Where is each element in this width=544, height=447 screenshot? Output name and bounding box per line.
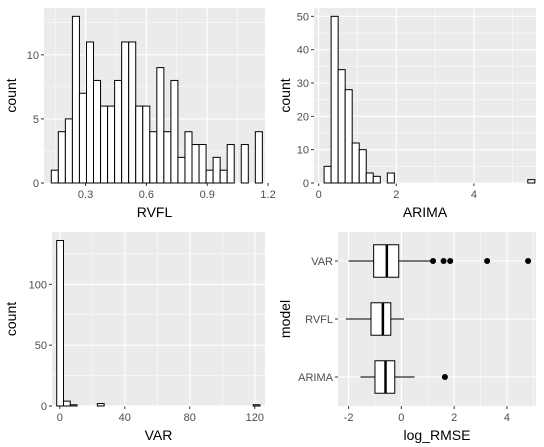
histogram-bar [254, 131, 263, 184]
histogram-bar [226, 144, 235, 184]
histogram-bar [121, 41, 130, 184]
y-tick-label: 5 [33, 114, 39, 126]
y-tick-label: VAR [311, 256, 333, 268]
outlier-point [441, 374, 448, 380]
histogram-bar [107, 105, 116, 184]
histogram-bar [337, 69, 346, 184]
x-axis-title: log_RMSE [404, 427, 471, 443]
y-tick-label: 50 [297, 11, 309, 23]
histogram-bar [323, 165, 332, 184]
x-axis-title: VAR [145, 427, 173, 443]
histogram-bar [56, 240, 64, 407]
x-tick-label: 0 [57, 412, 63, 424]
outlier-point [430, 258, 437, 264]
rvfl-histogram-panel: 0.3 0.6 0.9 1.2 RVFL count 0 5 10 [3, 8, 276, 220]
histogram-bar [114, 79, 123, 184]
histogram-bar [62, 400, 71, 407]
histogram-bar [156, 67, 165, 184]
histogram-bar [64, 118, 73, 184]
histogram-bar [372, 175, 381, 184]
histogram-bar [240, 144, 249, 184]
arima-histogram-panel: 0 2 4 ARIMA count 0 10 20 30 40 50 [277, 8, 536, 220]
x-tick-label: 80 [184, 412, 196, 424]
histogram-bar [365, 172, 374, 184]
x-tick-label: 2 [451, 412, 457, 424]
histogram-bar [330, 15, 339, 184]
histogram-bar [212, 156, 221, 184]
histogram-bar [527, 179, 536, 184]
var-histogram-panel: 0 40 80 120 VAR count 0 50 100 [3, 232, 265, 443]
y-tick-label: RVFL [305, 314, 333, 326]
y-tick-label: 0 [33, 178, 39, 190]
histogram-bar [219, 169, 228, 184]
y-axis-title: count [3, 302, 19, 336]
outlier-point [525, 258, 532, 264]
y-tick-label: 0 [303, 178, 309, 190]
y-tick-label: 100 [29, 279, 47, 291]
histogram-bar [205, 169, 214, 184]
histogram-bar [78, 92, 87, 184]
y-axis-title: model [277, 300, 293, 338]
histogram-bar [128, 41, 137, 184]
x-tick-label: 120 [246, 412, 264, 424]
y-tick-label: 40 [297, 45, 309, 57]
histogram-bar [198, 144, 207, 184]
histogram-bar [252, 404, 261, 407]
histogram-bar [149, 131, 158, 184]
histogram-bar [163, 131, 172, 184]
histogram-bar [96, 403, 105, 407]
histogram-bar [351, 142, 360, 184]
x-tick-label: -2 [344, 412, 354, 424]
y-tick-label: 10 [297, 145, 309, 157]
histogram-bar [358, 149, 367, 184]
histogram-bar [177, 156, 186, 184]
x-axis-title: RVFL [137, 204, 173, 220]
histogram-bar [191, 144, 200, 184]
histogram-bar [135, 105, 144, 184]
x-tick-label: 0.6 [139, 189, 154, 201]
log-rmse-boxplot-panel: -2 0 2 4 log_RMSE model VAR RVFL ARIMA [277, 232, 536, 443]
outlier-point [484, 258, 491, 264]
x-tick-label: 0.9 [200, 189, 215, 201]
outlier-point [447, 258, 454, 264]
histogram-bar [57, 131, 66, 184]
histogram-bar [170, 79, 179, 184]
x-tick-label: 4 [504, 412, 510, 424]
y-tick-label: 50 [35, 340, 47, 352]
x-tick-label: 4 [471, 189, 477, 201]
histogram-bar [100, 105, 109, 184]
histogram-bar [71, 15, 80, 184]
y-tick-label: 20 [297, 111, 309, 123]
histogram-bar [69, 404, 78, 407]
x-tick-label: 2 [393, 189, 399, 201]
y-tick-label: ARIMA [298, 372, 334, 384]
y-axis-title: count [277, 78, 293, 112]
box-iqr [370, 302, 392, 336]
x-tick-label: 0 [398, 412, 404, 424]
histogram-bar [93, 79, 102, 184]
histogram-bar [142, 105, 151, 184]
x-tick-label: 0.3 [78, 189, 93, 201]
panel-background [52, 232, 265, 406]
outlier-point [440, 258, 447, 264]
x-tick-label: 0 [316, 189, 322, 201]
histogram-bar [50, 169, 59, 184]
x-tick-label: 40 [119, 412, 131, 424]
y-tick-label: 10 [27, 50, 39, 62]
histogram-bar [386, 172, 395, 184]
histogram-bar [184, 131, 193, 184]
histogram-bar [344, 89, 353, 184]
y-tick-label: 0 [41, 401, 47, 413]
y-axis-title: count [3, 78, 19, 112]
y-tick-label: 30 [297, 78, 309, 90]
x-axis-title: ARIMA [403, 204, 448, 220]
histogram-bar [85, 41, 95, 184]
x-tick-label: 1.2 [260, 189, 275, 201]
